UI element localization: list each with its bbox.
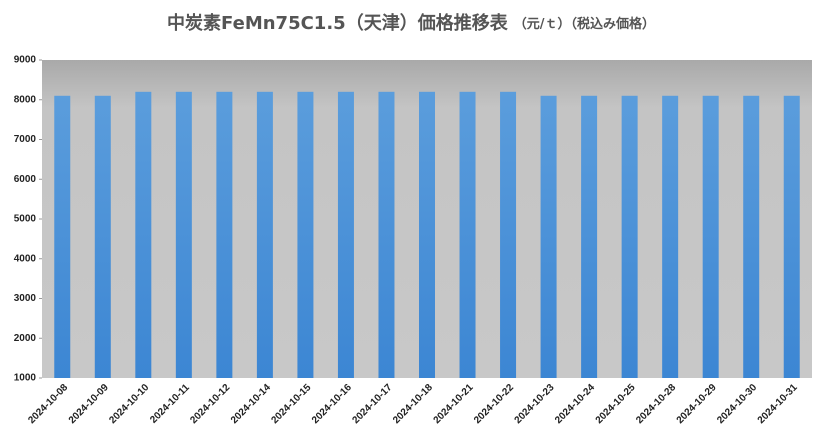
y-tick-label: 4000 (14, 253, 37, 264)
y-tick-label: 6000 (14, 174, 37, 185)
y-tick-label: 7000 (14, 134, 37, 145)
bar (500, 91, 517, 379)
x-tick-label: 2024-10-15 (269, 382, 313, 426)
x-tick-label: 2024-10-16 (310, 382, 354, 426)
x-tick-label: 2024-10-17 (351, 382, 395, 426)
x-tick-label: 2024-10-23 (513, 382, 557, 426)
bar (297, 91, 314, 379)
bar (378, 91, 395, 379)
x-tick-label: 2024-10-21 (432, 382, 476, 426)
bar (743, 95, 760, 379)
y-tick-label: 9000 (14, 55, 37, 66)
bar (216, 91, 233, 379)
bar (459, 91, 476, 379)
bar (135, 91, 152, 379)
y-tick-label: 2000 (14, 333, 37, 344)
bar (702, 95, 719, 379)
title: 中炭素FeMn75C1.5（天津）価格推移表 (167, 12, 509, 34)
x-tick-label: 2024-10-10 (107, 382, 151, 426)
y-tick-label: 8000 (14, 94, 37, 105)
y-tick-label: 5000 (14, 214, 37, 225)
x-tick-label: 2024-10-30 (715, 382, 759, 426)
bar (175, 91, 192, 379)
x-tick-label: 2024-10-31 (756, 382, 800, 426)
x-tick-label: 2024-10-22 (472, 382, 516, 426)
x-tick-label: 2024-10-29 (675, 382, 719, 426)
x-tick-label: 2024-10-08 (26, 382, 70, 426)
x-tick-label: 2024-10-18 (391, 382, 435, 426)
y-tick-label: 1000 (14, 373, 37, 384)
bar (419, 91, 435, 379)
bar (54, 95, 71, 379)
bar (662, 95, 679, 379)
x-tick-label: 2024-10-11 (148, 382, 192, 426)
bar (581, 95, 598, 379)
x-tick-label: 2024-10-24 (553, 382, 597, 426)
bar (540, 95, 557, 379)
chart-title: 中炭素FeMn75C1.5（天津）価格推移表 （元/ｔ）（税込み価格） (167, 12, 655, 34)
bar (783, 95, 800, 379)
bar (337, 91, 354, 379)
x-tick-label: 2024-10-28 (634, 382, 678, 426)
y-tick-label: 3000 (14, 293, 37, 304)
bar (94, 95, 111, 379)
x-tick-label: 2024-10-09 (67, 382, 111, 426)
x-tick-label: 2024-10-25 (594, 382, 638, 426)
subtitle: （元/ｔ）（税込み価格） (514, 16, 655, 32)
bar (621, 95, 638, 379)
x-tick-label: 2024-10-12 (188, 382, 232, 426)
bar (256, 91, 273, 379)
x-tick-label: 2024-10-14 (229, 382, 273, 426)
